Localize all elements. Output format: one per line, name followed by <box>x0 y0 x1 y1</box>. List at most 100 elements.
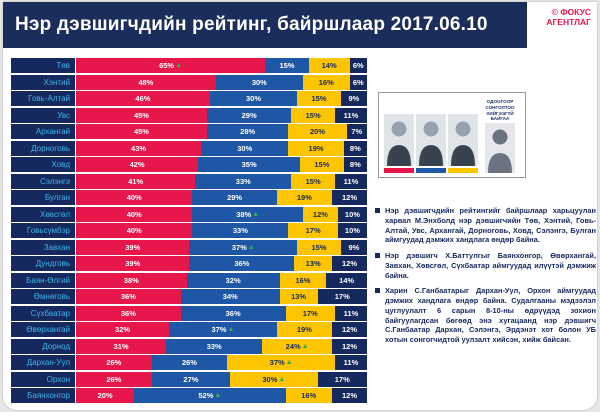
segment-value: 30% <box>251 77 267 87</box>
bar-segment: 15% <box>291 173 335 189</box>
segment-value: 15% <box>314 160 330 169</box>
leader-marker-icon: ▲ <box>247 243 255 251</box>
bar-segment: 15% <box>300 157 344 172</box>
bullet-text: Нэр дэвшигчдийн рейтингийг байршлаар хар… <box>385 206 596 245</box>
leader-marker-icon: ▲ <box>175 62 183 69</box>
stacked-bar-chart: Төв 65% ▲ 15% 14% 6% Хэнтий 48% 30% 16% 6% Говь-Алт… <box>11 58 367 405</box>
region-label: Ховд <box>11 157 75 172</box>
bar-segment: 31% <box>76 338 167 354</box>
bar-segment: 42% <box>76 157 199 172</box>
segment-value: 39% <box>125 242 141 252</box>
segment-value: 37% <box>211 325 227 334</box>
candidate-color-yellow <box>448 168 478 173</box>
chart-row: Дархан-Уул 26% 26% 37% ▲ 11% <box>11 355 367 370</box>
bar-segment: 19% <box>288 140 344 156</box>
region-label: Дундговь <box>11 256 75 271</box>
candidate-color-blue <box>416 168 446 173</box>
segment-value: 10% <box>344 209 360 219</box>
bar-stack: 45% 29% 15% 11% <box>76 107 367 123</box>
chart-rows: Төв 65% ▲ 15% 14% 6% Хэнтий 48% 30% 16% 6% Говь-Алт… <box>11 58 367 403</box>
chart-row: Хэнтий 48% 30% 16% 6% <box>11 74 367 90</box>
segment-value: 26% <box>181 358 197 367</box>
bar-segment: 12% <box>302 206 338 222</box>
chart-row: Увс 45% 29% 15% 11% <box>11 107 367 123</box>
region-label: Говь-Алтай <box>11 91 75 106</box>
chart-row: Булган 40% 29% 19% 12% <box>11 190 367 205</box>
chart-row: Завхан 39% 37% ▲ 15% 9% <box>11 239 367 255</box>
segment-value: 29% <box>241 110 257 120</box>
segment-value: 11% <box>343 110 359 120</box>
segment-value: 12% <box>342 259 358 268</box>
region-label: Өвөрхангай <box>11 322 75 337</box>
segment-value: 17% <box>334 292 350 301</box>
segment-value: 12% <box>312 209 328 219</box>
bar-segment: 52% ▲ <box>134 388 286 403</box>
segment-value: 12% <box>341 325 357 334</box>
bar-segment: 16% <box>279 272 327 288</box>
bullet-square-icon <box>375 253 380 259</box>
bar-segment: 11% <box>334 305 367 321</box>
region-label: Булган <box>11 190 75 205</box>
chart-row: Орхон 26% 27% 30% ▲ 17% <box>11 371 367 387</box>
segment-value: 24% <box>285 341 301 351</box>
region-label: Дархан-Уул <box>11 355 75 370</box>
bar-segment: 14% <box>308 58 350 73</box>
candidate-photo-2 <box>416 114 446 173</box>
bar-stack: 46% 30% 15% 9% <box>76 91 367 106</box>
bar-segment: 29% <box>192 190 277 205</box>
bar-segment: 36% <box>180 305 286 321</box>
bar-segment: 15% <box>291 107 335 123</box>
bar-segment: 12% <box>332 190 367 205</box>
agency-logo: © ФОКУС АГЕНТЛАГ <box>527 2 597 48</box>
bar-segment: 30% <box>209 91 298 106</box>
candidate-avatar <box>448 114 478 166</box>
segment-value: 13% <box>305 259 321 268</box>
segment-value: 30% <box>246 94 262 103</box>
bar-segment: 28% <box>206 124 289 139</box>
segment-value: 26% <box>106 374 122 384</box>
region-label: Дорнод <box>11 338 75 354</box>
bar-segment: 17% <box>317 289 367 304</box>
segment-value: 31% <box>113 341 129 351</box>
segment-value: 33% <box>235 176 251 186</box>
segment-value: 45% <box>133 127 149 136</box>
bar-segment: 45% <box>76 107 207 123</box>
candidate-photos-panel: ОДООГООР СОНГОЛТОО ХИЙГЭЭГҮЙ БАЙГАА <box>378 92 526 178</box>
bar-segment: 24% ▲ <box>262 338 333 354</box>
leader-marker-icon: ▲ <box>227 326 235 333</box>
region-label: Говьсүмбэр <box>11 223 75 238</box>
segment-value: 12% <box>341 193 357 202</box>
candidate-avatar <box>416 114 446 166</box>
segment-value: 14% <box>321 61 337 70</box>
region-label: Сүхбаатар <box>11 305 75 321</box>
bar-segment: 12% <box>332 338 367 354</box>
chart-row: Говь-Алтай 46% 30% 15% 9% <box>11 91 367 106</box>
bar-segment: 15% <box>297 239 341 255</box>
commentary: Нэр дэвшигчдийн рейтингийг байршлаар хар… <box>375 206 596 351</box>
segment-value: 15% <box>279 61 295 70</box>
bar-segment: 6% <box>349 58 367 73</box>
bar-segment: 6% <box>349 74 367 90</box>
bar-segment: 40% <box>76 190 193 205</box>
bar-segment: 10% <box>337 206 367 222</box>
segment-value: 40% <box>126 226 142 235</box>
bar-segment: 40% <box>76 223 193 238</box>
segment-value: 48% <box>138 77 154 87</box>
segment-value: 12% <box>341 341 357 351</box>
chart-row: Ховд 42% 35% 15% 8% <box>11 157 367 172</box>
page-title: Нэр дэвшигчдийн рейтинг, байршлаар 2017.… <box>15 14 488 35</box>
bar-segment: 26% <box>76 371 152 387</box>
bar-segment: 12% <box>332 256 367 271</box>
bar-segment: 8% <box>343 157 367 172</box>
region-label: Баян-Өлгий <box>11 272 75 288</box>
bar-segment: 26% <box>76 355 152 370</box>
segment-value: 38% <box>123 275 139 285</box>
bar-segment: 36% <box>76 305 181 321</box>
undecided-column: ОДООГООР СОНГОЛТОО ХИЙГЭЭГҮЙ БАЙГАА <box>480 99 520 173</box>
bar-segment: 30% ▲ <box>230 371 318 387</box>
segment-value: 36% <box>120 308 136 318</box>
bar-segment: 17% <box>285 305 335 321</box>
bar-segment: 16% <box>302 74 350 90</box>
segment-value: 11% <box>343 358 359 367</box>
bar-stack: 48% 30% 16% 6% <box>76 74 367 90</box>
